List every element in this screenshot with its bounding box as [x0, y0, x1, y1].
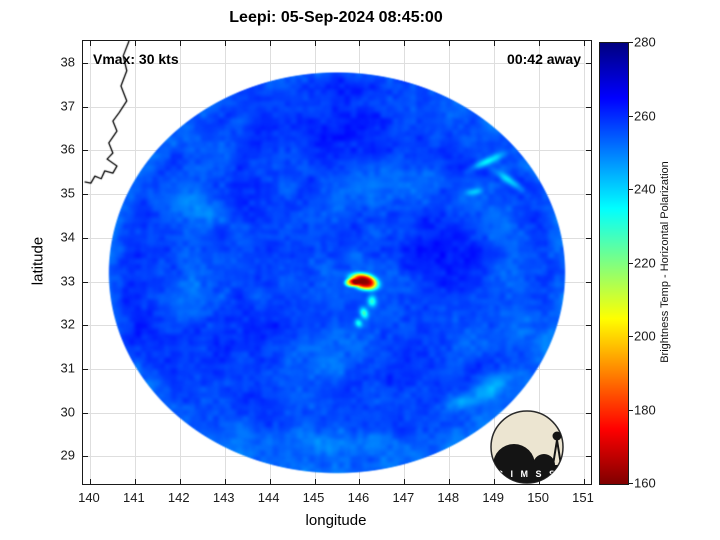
colorbar-tick-label: 240: [634, 181, 656, 197]
y-tick-label: 30: [60, 404, 75, 420]
y-tick-label: 37: [60, 98, 75, 114]
colorbar-tick-mark: [629, 42, 633, 43]
colorbar-tick-mark: [629, 483, 633, 484]
time-away-annotation: 00:42 away: [507, 51, 581, 67]
colorbar-tick-mark: [629, 189, 633, 190]
colorbar-label: Brightness Temp - Horizontal Polarizatio…: [659, 161, 671, 363]
x-tick-label: 142: [167, 490, 190, 505]
colorbar-tick-label: 220: [634, 255, 656, 270]
x-tick-label: 140: [78, 490, 100, 505]
vmax-annotation: Vmax: 30 kts: [93, 51, 179, 67]
colorbar-tick-mark: [629, 336, 633, 337]
x-tick-label: 148: [437, 490, 460, 505]
y-tick-label: 34: [60, 229, 75, 245]
x-tick-label: 141: [123, 490, 145, 505]
y-tick-label: 32: [60, 316, 75, 332]
colorbar-tick-label: 260: [634, 108, 656, 123]
x-tick-label: 150: [527, 490, 549, 505]
cimss-logo: C I M S S: [490, 410, 564, 484]
colorbar-tick-label: 160: [634, 475, 656, 491]
x-tick-label: 151: [572, 490, 594, 505]
colorbar-tick-label: 200: [634, 328, 656, 344]
x-tick-label: 145: [302, 490, 325, 505]
y-tick-label: 36: [60, 141, 75, 157]
colorbar-tick-label: 180: [634, 402, 656, 417]
x-tick-label: 147: [392, 490, 415, 505]
y-tick-label: 38: [60, 54, 75, 70]
colorbar: [599, 42, 629, 485]
y-tick-label: 33: [60, 273, 75, 289]
x-axis-label: longitude: [305, 512, 367, 529]
colorbar-tick-label: 280: [634, 34, 656, 50]
x-tick-label: 143: [212, 490, 235, 505]
radome-tower-ball-icon: [552, 431, 562, 441]
small-dome-icon: [533, 454, 555, 465]
brightness-temp-swath-canvas: [83, 41, 591, 484]
y-tick-label: 35: [60, 185, 75, 201]
y-tick-label: 29: [60, 447, 75, 463]
plot-area: Vmax: 30 kts 00:42 away C I M S S: [82, 40, 592, 485]
x-tick-label: 146: [347, 490, 370, 505]
observatory-dome-icon: [493, 444, 535, 465]
y-tick-label: 31: [60, 360, 75, 376]
plot-title: Leepi: 05-Sep-2024 08:45:00: [229, 9, 443, 26]
colorbar-tick-mark: [629, 115, 633, 117]
colorbar-tick-mark: [629, 262, 633, 264]
x-tick-label: 144: [257, 490, 280, 505]
y-axis-label: latitude: [29, 236, 47, 286]
colorbar-tick-mark: [629, 409, 633, 411]
x-tick-label: 149: [482, 490, 505, 505]
cimss-logo-text: C I M S S: [496, 469, 557, 479]
